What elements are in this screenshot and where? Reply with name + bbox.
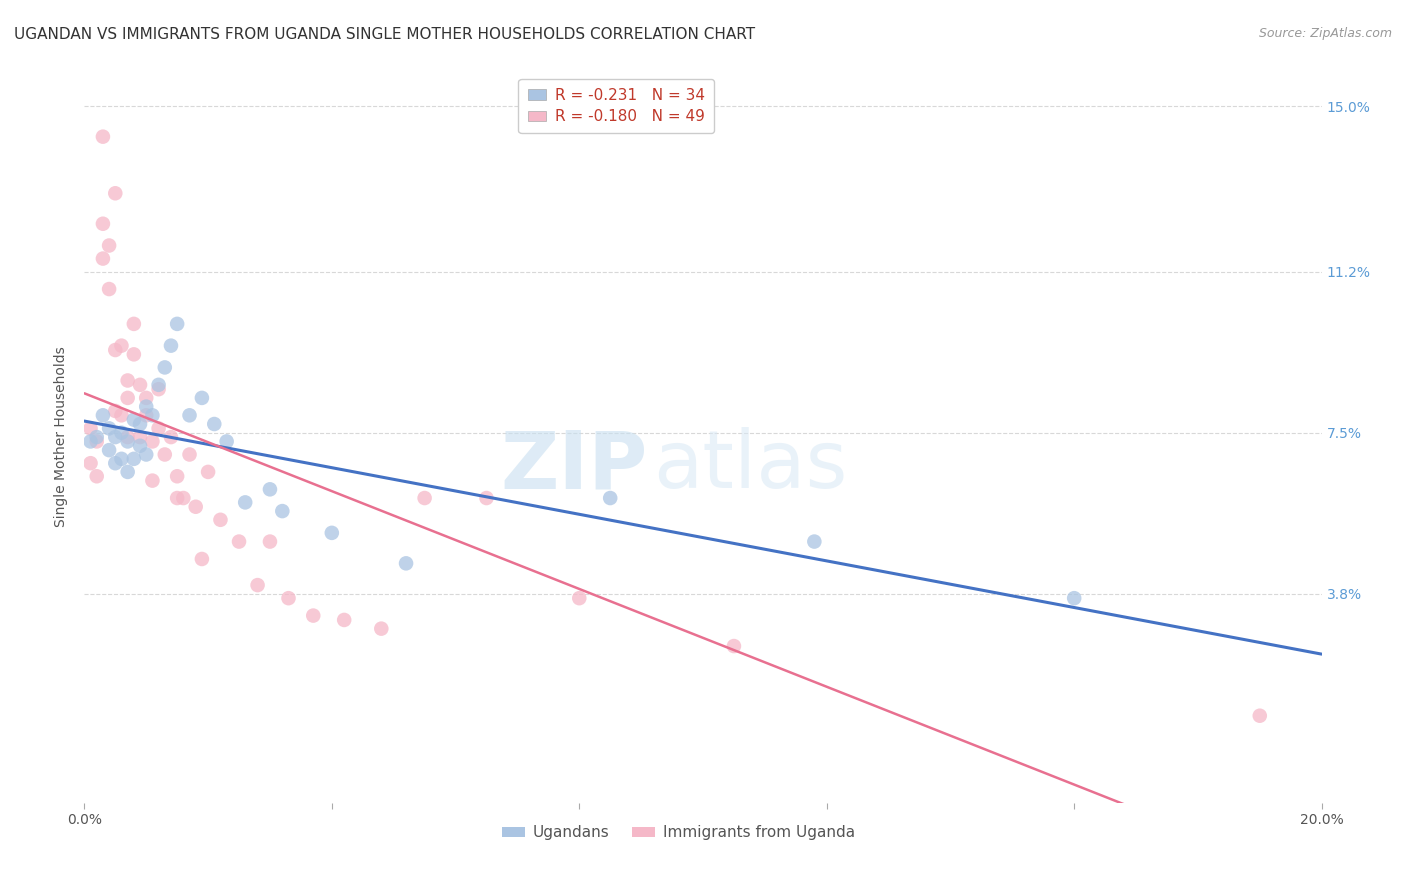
- Point: [86, 469, 108, 483]
- Point: [135, 448, 157, 462]
- Point: [98, 238, 121, 252]
- Point: [110, 338, 132, 352]
- Point: [259, 534, 281, 549]
- Point: [122, 451, 145, 466]
- Point: [166, 469, 188, 483]
- Point: [568, 591, 591, 606]
- Point: [413, 491, 436, 505]
- Point: [803, 534, 825, 549]
- Point: [86, 434, 108, 449]
- Point: [148, 382, 170, 396]
- Point: [172, 491, 194, 505]
- Point: [197, 465, 219, 479]
- Point: [141, 409, 163, 423]
- Point: [370, 622, 392, 636]
- Point: [104, 186, 127, 201]
- Point: [104, 343, 127, 357]
- Point: [259, 483, 281, 497]
- Point: [141, 434, 163, 449]
- Text: ZIP: ZIP: [501, 427, 647, 506]
- Point: [148, 377, 170, 392]
- Point: [135, 391, 157, 405]
- Point: [160, 338, 183, 352]
- Y-axis label: Single Mother Households: Single Mother Households: [55, 347, 69, 527]
- Point: [117, 430, 139, 444]
- Point: [129, 377, 152, 392]
- Point: [228, 534, 250, 549]
- Text: Source: ZipAtlas.com: Source: ZipAtlas.com: [1258, 27, 1392, 40]
- Point: [104, 404, 127, 418]
- Point: [122, 317, 145, 331]
- Point: [277, 591, 299, 606]
- Point: [79, 421, 101, 435]
- Point: [79, 434, 101, 449]
- Point: [91, 217, 114, 231]
- Point: [160, 430, 183, 444]
- Point: [122, 347, 145, 361]
- Point: [117, 465, 139, 479]
- Point: [91, 129, 114, 144]
- Point: [135, 400, 157, 414]
- Point: [104, 430, 127, 444]
- Point: [141, 474, 163, 488]
- Point: [104, 456, 127, 470]
- Point: [215, 434, 238, 449]
- Point: [179, 409, 201, 423]
- Point: [1063, 591, 1085, 606]
- Point: [148, 421, 170, 435]
- Point: [98, 443, 121, 458]
- Point: [110, 409, 132, 423]
- Point: [166, 491, 188, 505]
- Point: [599, 491, 621, 505]
- Point: [129, 439, 152, 453]
- Point: [91, 252, 114, 266]
- Point: [333, 613, 356, 627]
- Point: [191, 391, 214, 405]
- Point: [91, 409, 114, 423]
- Point: [122, 412, 145, 426]
- Point: [202, 417, 225, 431]
- Point: [98, 421, 121, 435]
- Point: [209, 513, 232, 527]
- Point: [117, 391, 139, 405]
- Point: [179, 448, 201, 462]
- Point: [321, 525, 343, 540]
- Point: [117, 434, 139, 449]
- Point: [110, 451, 132, 466]
- Point: [1249, 708, 1271, 723]
- Point: [302, 608, 325, 623]
- Point: [475, 491, 498, 505]
- Legend: Ugandans, Immigrants from Uganda: Ugandans, Immigrants from Uganda: [496, 819, 860, 847]
- Text: UGANDAN VS IMMIGRANTS FROM UGANDA SINGLE MOTHER HOUSEHOLDS CORRELATION CHART: UGANDAN VS IMMIGRANTS FROM UGANDA SINGLE…: [14, 27, 755, 42]
- Point: [98, 282, 121, 296]
- Point: [129, 417, 152, 431]
- Point: [79, 456, 101, 470]
- Point: [129, 430, 152, 444]
- Point: [184, 500, 207, 514]
- Point: [723, 639, 745, 653]
- Point: [271, 504, 294, 518]
- Point: [153, 360, 176, 375]
- Text: atlas: atlas: [654, 427, 848, 506]
- Point: [86, 430, 108, 444]
- Point: [166, 317, 188, 331]
- Point: [135, 409, 157, 423]
- Point: [191, 552, 214, 566]
- Point: [246, 578, 269, 592]
- Point: [117, 374, 139, 388]
- Point: [153, 448, 176, 462]
- Point: [395, 557, 418, 571]
- Point: [110, 425, 132, 440]
- Point: [233, 495, 256, 509]
